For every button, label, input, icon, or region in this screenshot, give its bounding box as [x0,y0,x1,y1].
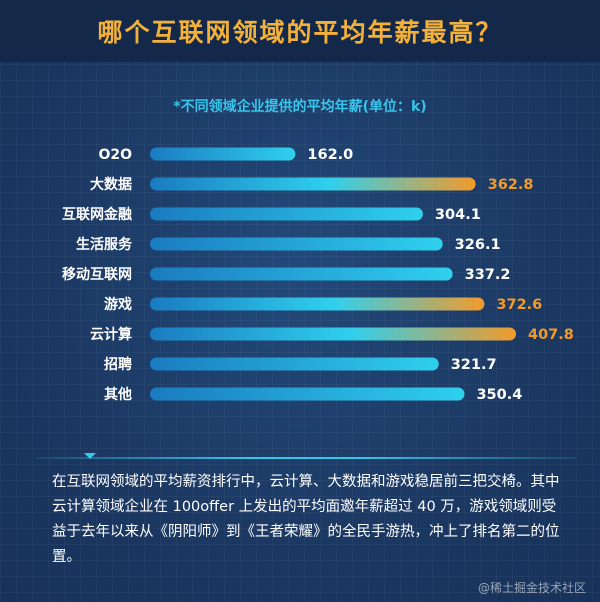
category-label: 移动互联网 [62,266,132,283]
bar-9 [150,387,465,401]
bar-1 [150,147,296,161]
category-label: 招聘 [104,356,132,373]
value-label: 372.6 [496,297,542,313]
page-title: 哪个互联网领域的平均年薪最高？ [97,18,503,47]
value-label: 321.7 [451,357,497,373]
bar-6 [150,297,485,311]
bar-7 [150,327,516,341]
category-label: 大数据 [90,176,132,193]
value-label: 326.1 [455,237,501,253]
category-label: 其他 [104,386,132,403]
summary-text: 在互联网领域的平均薪资排行中，云计算、大数据和游戏稳居前三把交椅。其中云计算领域… [52,474,560,565]
watermark: @稀土掘金技术社区 [477,581,586,595]
category-label: 互联网金融 [62,206,132,223]
salary-bar-chart: O2O 162.0 大数据 362.8 互联网金融 304.1 生活服务 326.1 移动互联网… [62,147,574,403]
value-label: 350.4 [476,387,522,403]
value-label: 304.1 [435,207,481,223]
value-label: 362.8 [488,177,534,193]
bar-5 [150,267,453,281]
category-label: 游戏 [104,296,132,313]
bar-8 [150,357,439,371]
bar-2 [150,177,476,191]
value-label: 407.8 [528,327,574,343]
value-label: 162.0 [307,147,353,163]
divider-notch [84,453,96,459]
title-bar: 哪个互联网领域的平均年薪最高？ [0,0,600,62]
category-label: 生活服务 [76,236,133,253]
bar-4 [150,237,443,251]
bar-3 [150,207,423,221]
chart-title: *不同领域企业提供的平均年薪(单位：k) [173,99,427,115]
category-label: 云计算 [90,326,132,343]
category-label: O2O [98,147,132,163]
value-label: 337.2 [465,267,511,283]
divider-line [36,457,576,459]
